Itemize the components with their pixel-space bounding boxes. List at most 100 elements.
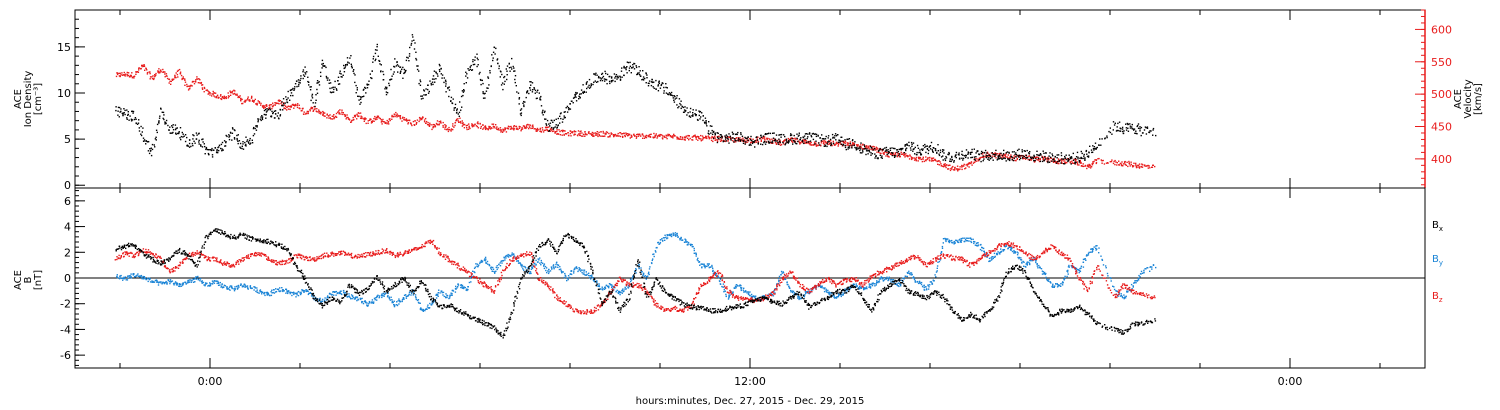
velocity-point	[930, 158, 933, 160]
velocity-point	[1047, 156, 1049, 159]
density-point	[601, 79, 604, 82]
velocity-point	[656, 137, 658, 139]
density-point	[492, 57, 494, 59]
velocity-point	[780, 143, 783, 146]
by-point	[558, 268, 561, 271]
density-point	[308, 81, 310, 83]
density-point	[122, 114, 124, 116]
velocity-point	[227, 92, 229, 94]
by-point	[256, 289, 258, 291]
by-point	[463, 286, 465, 288]
density-point	[316, 80, 319, 82]
velocity-point	[316, 108, 318, 110]
velocity-point	[242, 102, 244, 105]
density-point	[582, 84, 584, 86]
density-point	[354, 81, 356, 84]
velocity-point	[766, 138, 768, 141]
by-point	[119, 275, 121, 277]
density-point	[978, 153, 981, 156]
by-point	[387, 292, 389, 294]
by-point	[426, 306, 429, 308]
density-point	[410, 42, 413, 45]
by-point	[442, 294, 444, 296]
density-point	[435, 78, 437, 80]
by-point	[442, 291, 445, 294]
density-point	[973, 158, 976, 160]
velocity-point	[1034, 156, 1037, 158]
velocity-point	[1052, 161, 1055, 163]
density-point	[236, 134, 238, 137]
velocity-point	[556, 129, 558, 131]
density-point	[498, 65, 500, 67]
velocity-point	[944, 163, 946, 165]
by-point	[672, 232, 674, 234]
density-point	[150, 147, 152, 149]
velocity-point	[917, 160, 919, 162]
by-point	[182, 284, 184, 286]
by-point	[519, 262, 521, 264]
density-point	[886, 153, 888, 156]
density-point	[778, 138, 780, 140]
by-point	[531, 266, 533, 268]
by-point	[690, 243, 692, 246]
by-point	[258, 292, 260, 294]
by-point	[564, 272, 566, 275]
density-point	[629, 61, 631, 64]
by-point	[648, 273, 650, 276]
density-point	[463, 90, 465, 92]
velocity-point	[158, 68, 160, 70]
density-point	[408, 53, 411, 55]
density-point	[579, 93, 581, 95]
velocity-point	[171, 79, 174, 81]
density-point	[469, 66, 471, 68]
velocity-point	[617, 132, 619, 135]
density-point	[1025, 157, 1028, 159]
density-point	[640, 75, 642, 77]
by-point	[523, 269, 525, 271]
by-point	[686, 241, 689, 243]
by-point	[604, 286, 606, 288]
velocity-point	[913, 157, 916, 159]
by-point	[227, 287, 229, 290]
density-point	[718, 138, 720, 140]
density-point	[1075, 161, 1077, 164]
velocity-point	[471, 125, 473, 127]
velocity-point	[184, 79, 186, 81]
velocity-point	[546, 128, 548, 131]
by-point	[169, 279, 172, 281]
density-point	[194, 142, 196, 144]
density-point	[492, 51, 495, 53]
by-point	[350, 294, 353, 296]
density-point	[742, 142, 745, 144]
density-point	[743, 140, 745, 142]
by-point	[271, 289, 273, 291]
by-point	[494, 271, 496, 273]
velocity-point	[902, 153, 904, 155]
velocity-point	[825, 142, 828, 144]
density-point	[482, 92, 484, 95]
velocity-point	[503, 129, 505, 131]
density-point	[891, 152, 894, 154]
velocity-point	[477, 123, 479, 125]
density-point	[360, 101, 362, 104]
density-point	[382, 79, 384, 81]
by-point	[235, 285, 238, 288]
density-point	[910, 141, 913, 144]
density-point	[655, 79, 657, 82]
density-point	[605, 72, 607, 75]
density-point	[265, 114, 267, 116]
density-point	[445, 83, 447, 85]
density-point	[1117, 129, 1119, 132]
density-point	[490, 65, 492, 67]
density-point	[302, 69, 305, 71]
velocity-point	[679, 138, 681, 140]
density-point	[1062, 158, 1065, 160]
by-point	[195, 278, 197, 280]
density-point	[638, 72, 640, 74]
density-point	[439, 65, 441, 67]
by-point	[246, 286, 248, 288]
density-point	[763, 140, 766, 143]
by-point	[495, 266, 497, 269]
velocity-point	[938, 160, 940, 162]
by-point	[681, 239, 684, 241]
